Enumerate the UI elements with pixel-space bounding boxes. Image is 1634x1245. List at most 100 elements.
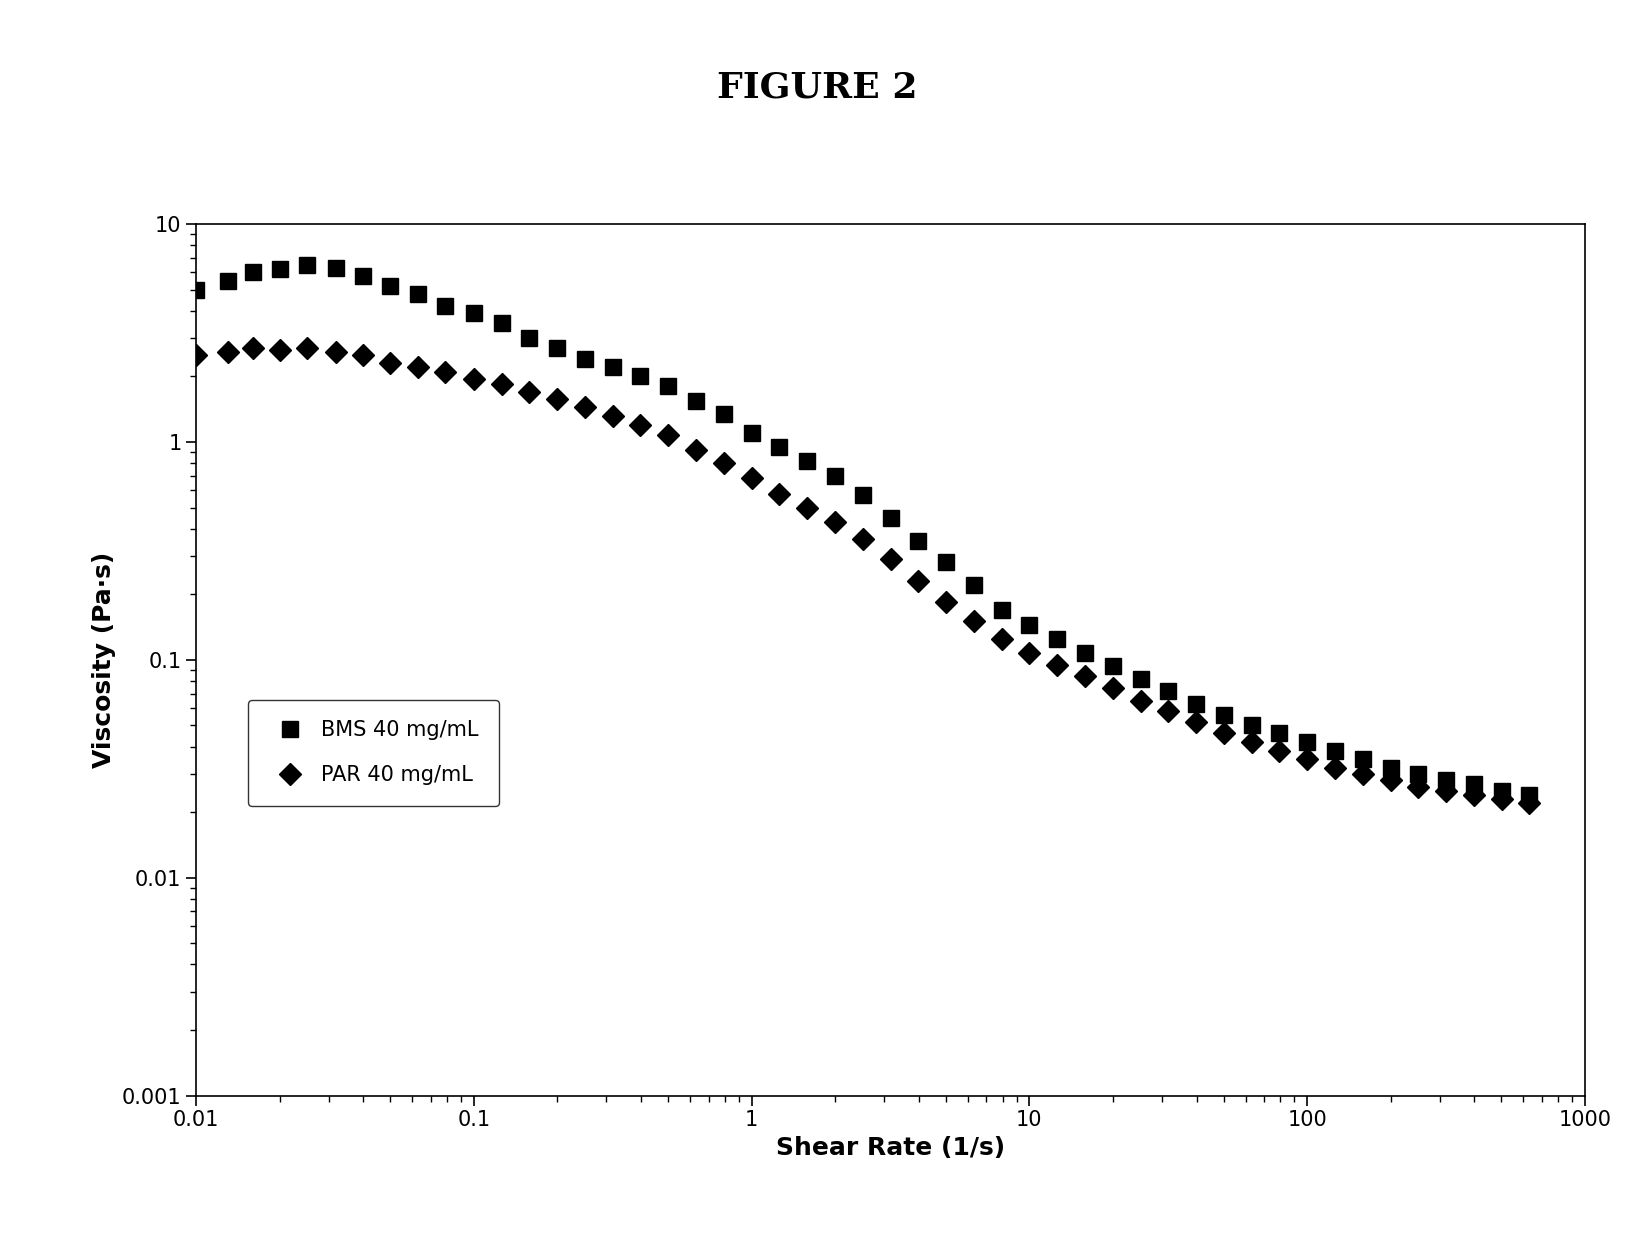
PAR 40 mg/mL — [1159, 703, 1178, 718]
PAR 40 mg/mL — [603, 408, 623, 423]
BMS 40 mg/mL — [436, 299, 456, 314]
BMS 40 mg/mL — [659, 378, 678, 393]
PAR 40 mg/mL — [1409, 779, 1428, 794]
PAR 40 mg/mL — [964, 614, 984, 629]
BMS 40 mg/mL — [881, 510, 900, 525]
PAR 40 mg/mL — [297, 341, 317, 356]
PAR 40 mg/mL — [520, 385, 539, 400]
PAR 40 mg/mL — [1242, 735, 1261, 749]
PAR 40 mg/mL — [547, 391, 567, 406]
PAR 40 mg/mL — [408, 360, 428, 375]
PAR 40 mg/mL — [270, 342, 289, 357]
PAR 40 mg/mL — [909, 574, 928, 589]
BMS 40 mg/mL — [1436, 773, 1456, 788]
BMS 40 mg/mL — [1159, 684, 1178, 698]
BMS 40 mg/mL — [186, 283, 206, 298]
PAR 40 mg/mL — [1075, 669, 1095, 684]
BMS 40 mg/mL — [270, 261, 289, 276]
PAR 40 mg/mL — [1353, 767, 1373, 782]
PAR 40 mg/mL — [1492, 792, 1511, 807]
BMS 40 mg/mL — [575, 351, 595, 366]
BMS 40 mg/mL — [1297, 735, 1317, 749]
BMS 40 mg/mL — [1381, 761, 1400, 776]
BMS 40 mg/mL — [520, 331, 539, 346]
PAR 40 mg/mL — [686, 442, 706, 457]
BMS 40 mg/mL — [1020, 618, 1039, 632]
PAR 40 mg/mL — [436, 365, 456, 380]
PAR 40 mg/mL — [742, 471, 761, 486]
PAR 40 mg/mL — [1131, 693, 1150, 708]
PAR 40 mg/mL — [1325, 761, 1345, 776]
BMS 40 mg/mL — [297, 258, 317, 273]
BMS 40 mg/mL — [1325, 745, 1345, 759]
BMS 40 mg/mL — [327, 260, 346, 275]
PAR 40 mg/mL — [714, 456, 734, 471]
PAR 40 mg/mL — [186, 347, 206, 362]
BMS 40 mg/mL — [825, 468, 845, 483]
Line: PAR 40 mg/mL: PAR 40 mg/mL — [188, 340, 1538, 810]
PAR 40 mg/mL — [1436, 783, 1456, 798]
BMS 40 mg/mL — [547, 341, 567, 356]
PAR 40 mg/mL — [353, 347, 373, 362]
PAR 40 mg/mL — [1297, 752, 1317, 767]
BMS 40 mg/mL — [217, 273, 237, 288]
BMS 40 mg/mL — [408, 286, 428, 301]
BMS 40 mg/mL — [909, 534, 928, 549]
BMS 40 mg/mL — [1047, 631, 1067, 646]
BMS 40 mg/mL — [1242, 718, 1261, 733]
PAR 40 mg/mL — [797, 500, 817, 515]
PAR 40 mg/mL — [770, 486, 789, 500]
PAR 40 mg/mL — [825, 514, 845, 529]
PAR 40 mg/mL — [853, 532, 873, 547]
BMS 40 mg/mL — [631, 369, 650, 383]
PAR 40 mg/mL — [327, 344, 346, 359]
Legend: BMS 40 mg/mL, PAR 40 mg/mL: BMS 40 mg/mL, PAR 40 mg/mL — [248, 700, 500, 807]
BMS 40 mg/mL — [492, 316, 511, 331]
PAR 40 mg/mL — [217, 344, 237, 359]
PAR 40 mg/mL — [1520, 796, 1539, 810]
PAR 40 mg/mL — [243, 341, 263, 356]
BMS 40 mg/mL — [770, 439, 789, 454]
BMS 40 mg/mL — [1270, 726, 1289, 741]
BMS 40 mg/mL — [1464, 777, 1484, 792]
BMS 40 mg/mL — [1353, 752, 1373, 767]
PAR 40 mg/mL — [1214, 726, 1234, 741]
BMS 40 mg/mL — [1214, 707, 1234, 722]
BMS 40 mg/mL — [1492, 783, 1511, 798]
BMS 40 mg/mL — [1103, 659, 1123, 674]
PAR 40 mg/mL — [992, 631, 1011, 646]
X-axis label: Shear Rate (1/s): Shear Rate (1/s) — [776, 1135, 1005, 1160]
BMS 40 mg/mL — [1186, 696, 1206, 711]
BMS 40 mg/mL — [381, 279, 400, 294]
BMS 40 mg/mL — [243, 265, 263, 280]
BMS 40 mg/mL — [1409, 767, 1428, 782]
Line: BMS 40 mg/mL: BMS 40 mg/mL — [188, 258, 1538, 803]
PAR 40 mg/mL — [1103, 681, 1123, 696]
BMS 40 mg/mL — [1131, 671, 1150, 686]
BMS 40 mg/mL — [1075, 645, 1095, 660]
BMS 40 mg/mL — [964, 578, 984, 593]
Text: FIGURE 2: FIGURE 2 — [717, 70, 917, 105]
Y-axis label: Viscosity (Pa·s): Viscosity (Pa·s) — [92, 552, 116, 768]
PAR 40 mg/mL — [1381, 773, 1400, 788]
BMS 40 mg/mL — [797, 453, 817, 468]
BMS 40 mg/mL — [353, 268, 373, 283]
BMS 40 mg/mL — [742, 426, 761, 441]
BMS 40 mg/mL — [1520, 787, 1539, 802]
PAR 40 mg/mL — [492, 376, 511, 391]
PAR 40 mg/mL — [1464, 787, 1484, 802]
PAR 40 mg/mL — [659, 427, 678, 442]
PAR 40 mg/mL — [1047, 657, 1067, 672]
PAR 40 mg/mL — [381, 356, 400, 371]
PAR 40 mg/mL — [575, 400, 595, 415]
BMS 40 mg/mL — [603, 360, 623, 375]
BMS 40 mg/mL — [936, 555, 956, 570]
PAR 40 mg/mL — [1020, 645, 1039, 660]
PAR 40 mg/mL — [631, 417, 650, 432]
BMS 40 mg/mL — [686, 393, 706, 408]
PAR 40 mg/mL — [464, 371, 484, 386]
PAR 40 mg/mL — [1186, 715, 1206, 730]
PAR 40 mg/mL — [936, 594, 956, 609]
PAR 40 mg/mL — [1270, 745, 1289, 759]
BMS 40 mg/mL — [714, 406, 734, 421]
